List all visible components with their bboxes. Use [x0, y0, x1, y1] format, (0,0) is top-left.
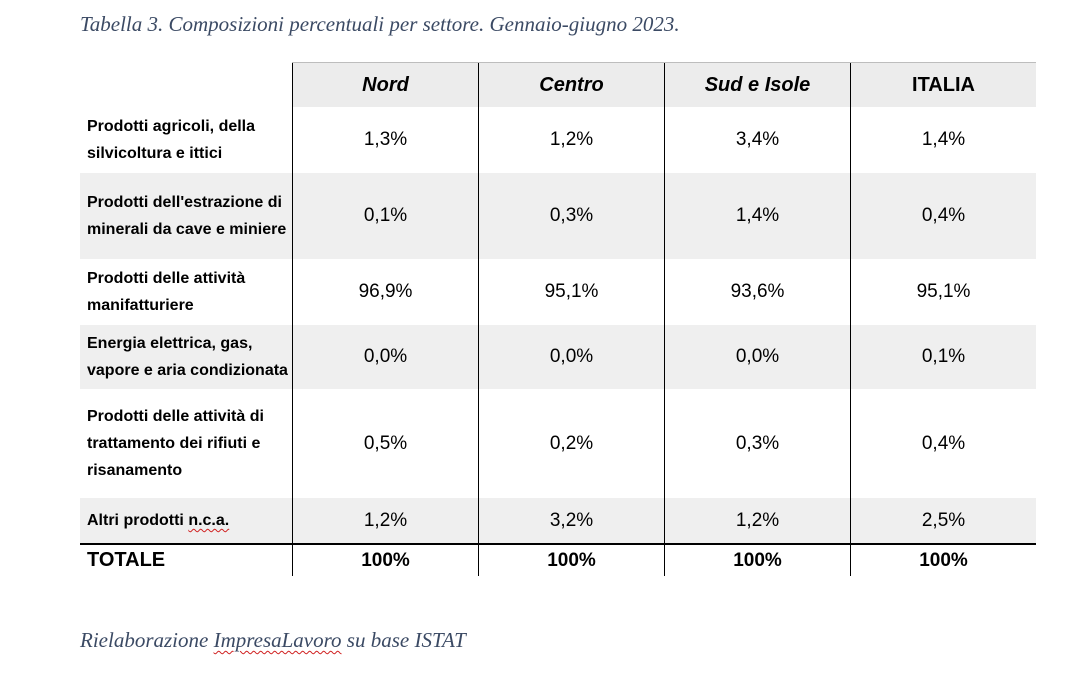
- data-table: Nord Centro Sud e Isole ITALIA Prodotti …: [80, 62, 1036, 576]
- row-label-line: silvicoltura e ittici: [87, 145, 223, 162]
- source-note: Rielaborazione ImpresaLavoro su base IST…: [80, 628, 466, 653]
- cell-sud-e-isole: 0,0%: [664, 325, 851, 389]
- total-label: TOTALE: [80, 543, 293, 576]
- cell-centro: 3,2%: [478, 498, 665, 544]
- row-label-line: Energia elettrica, gas,: [87, 335, 253, 352]
- total-sud-e-isole: 100%: [664, 543, 851, 576]
- source-underlined: ImpresaLavoro: [213, 628, 342, 652]
- cell-sud-e-isole: 1,2%: [664, 498, 851, 544]
- table-row: Energia elettrica, gas, vapore e aria co…: [80, 325, 1036, 389]
- row-label-text: Altri prodotti: [87, 512, 189, 529]
- cell-nord: 1,3%: [292, 107, 479, 173]
- table-row: Prodotti delle attività di trattamento d…: [80, 389, 1036, 498]
- cell-nord: 96,9%: [292, 259, 479, 325]
- cell-italia: 95,1%: [850, 259, 1036, 325]
- row-label-underlined: n.c.a.: [188, 512, 230, 529]
- table-caption: Tabella 3. Composizioni percentuali per …: [80, 12, 680, 36]
- cell-nord: 0,1%: [292, 173, 479, 259]
- row-label-line: manifatturiere: [87, 297, 194, 314]
- cell-sud-e-isole: 93,6%: [664, 259, 851, 325]
- row-label-line: Prodotti delle attività: [87, 270, 246, 287]
- cell-sud-e-isole: 3,4%: [664, 107, 851, 173]
- source-prefix: Rielaborazione: [80, 628, 214, 652]
- cell-sud-e-isole: 1,4%: [664, 173, 851, 259]
- row-label: Prodotti dell'estrazione di minerali da …: [80, 173, 293, 259]
- total-nord: 100%: [292, 543, 479, 576]
- cell-italia: 0,1%: [850, 325, 1036, 389]
- row-label-line: Prodotti dell'estrazione di: [87, 194, 282, 211]
- cell-sud-e-isole: 0,3%: [664, 389, 851, 498]
- column-header-nord: Nord: [292, 62, 479, 107]
- cell-centro: 0,0%: [478, 325, 665, 389]
- row-label: Altri prodotti n.c.a.: [80, 498, 293, 544]
- header-blank-cell: [80, 63, 293, 108]
- table-row: Prodotti delle attività manifatturiere 9…: [80, 259, 1036, 325]
- row-label: Prodotti delle attività di trattamento d…: [80, 389, 293, 498]
- row-label-line: vapore e aria condizionata: [87, 362, 288, 379]
- cell-nord: 0,5%: [292, 389, 479, 498]
- cell-centro: 0,3%: [478, 173, 665, 259]
- cell-italia: 0,4%: [850, 173, 1036, 259]
- row-label-line: trattamento dei rifiuti e: [87, 435, 261, 452]
- total-italia: 100%: [850, 543, 1036, 576]
- cell-nord: 1,2%: [292, 498, 479, 544]
- table-row: Prodotti agricoli, della silvicoltura e …: [80, 107, 1036, 173]
- row-label: Prodotti delle attività manifatturiere: [80, 259, 293, 325]
- cell-italia: 0,4%: [850, 389, 1036, 498]
- total-row: TOTALE 100% 100% 100% 100%: [80, 543, 1036, 576]
- column-header-italia: ITALIA: [850, 62, 1036, 107]
- cell-centro: 0,2%: [478, 389, 665, 498]
- row-label-line: minerali da cave e miniere: [87, 221, 287, 238]
- row-label: Energia elettrica, gas, vapore e aria co…: [80, 325, 293, 389]
- column-header-centro: Centro: [478, 62, 665, 107]
- row-label: Prodotti agricoli, della silvicoltura e …: [80, 107, 293, 173]
- row-label-line: Prodotti agricoli, della: [87, 118, 256, 135]
- cell-nord: 0,0%: [292, 325, 479, 389]
- column-header-sud-e-isole: Sud e Isole: [664, 62, 851, 107]
- table-row: Altri prodotti n.c.a. 1,2% 3,2% 1,2% 2,5…: [80, 498, 1036, 544]
- row-label-line: Prodotti delle attività di: [87, 408, 264, 425]
- source-suffix: su base ISTAT: [341, 628, 466, 652]
- cell-italia: 1,4%: [850, 107, 1036, 173]
- total-centro: 100%: [478, 543, 665, 576]
- row-label-line: risanamento: [87, 462, 183, 479]
- cell-centro: 1,2%: [478, 107, 665, 173]
- cell-centro: 95,1%: [478, 259, 665, 325]
- header-row: Nord Centro Sud e Isole ITALIA: [80, 62, 1036, 108]
- cell-italia: 2,5%: [850, 498, 1036, 544]
- table-row: Prodotti dell'estrazione di minerali da …: [80, 173, 1036, 259]
